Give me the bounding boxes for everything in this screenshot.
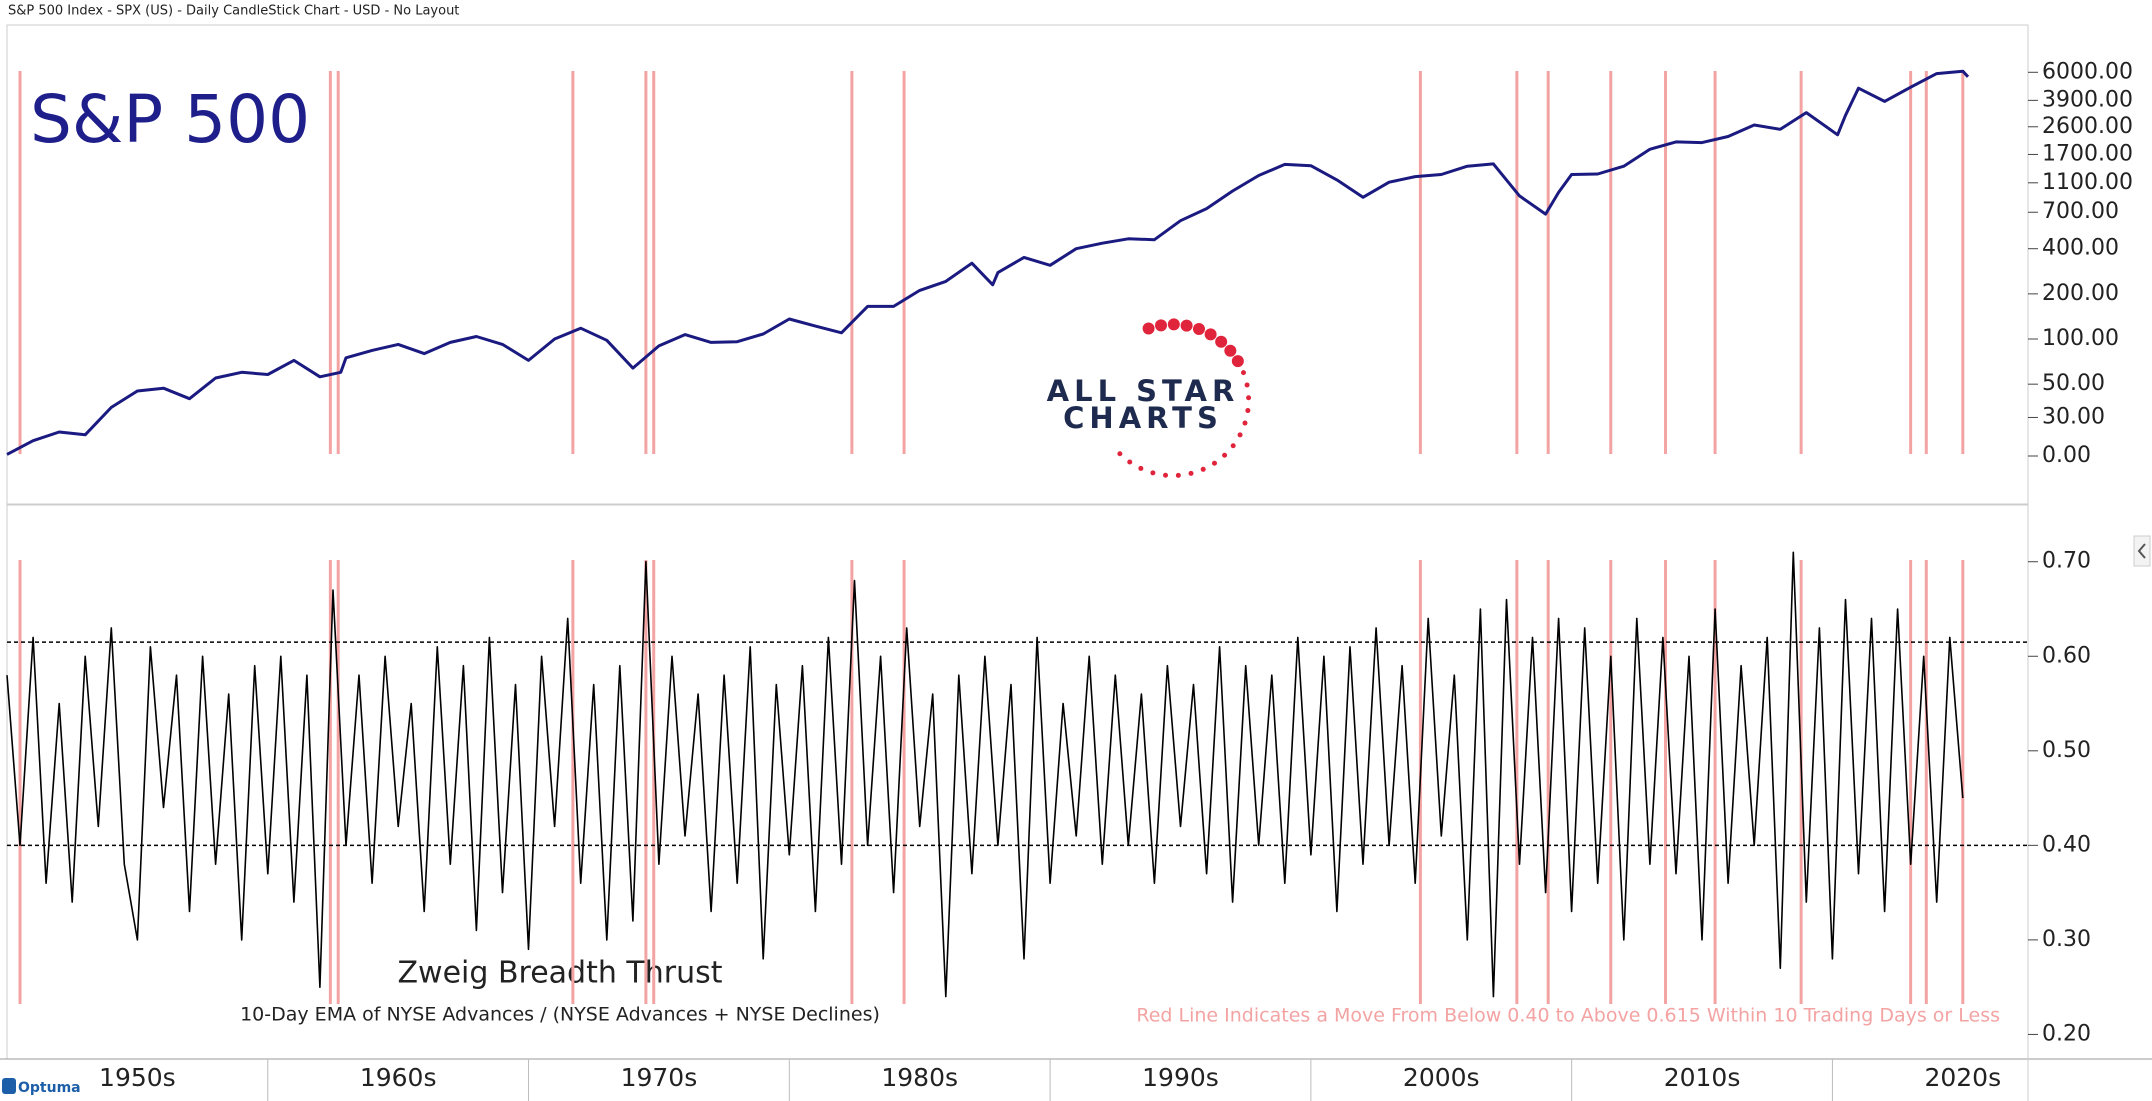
logo-star bbox=[1244, 382, 1250, 388]
logo-line1: ALL STAR bbox=[1047, 374, 1240, 408]
logo-stars bbox=[1117, 318, 1252, 478]
collapse-button-bg[interactable] bbox=[2133, 535, 2151, 567]
y-tick-label: 0.40 bbox=[2042, 832, 2091, 857]
logo-star bbox=[1138, 465, 1144, 471]
logo-star bbox=[1215, 335, 1228, 348]
logo-star bbox=[1245, 408, 1251, 414]
x-tick-label: 2000s bbox=[1403, 1063, 1480, 1092]
y-tick-label: 100.00 bbox=[2042, 326, 2119, 351]
logo-star bbox=[1163, 472, 1169, 478]
x-tick-label: 1970s bbox=[621, 1063, 698, 1092]
y-tick-label: 3900.00 bbox=[2042, 87, 2133, 112]
logo-star bbox=[1242, 420, 1248, 426]
collapse-arrow[interactable] bbox=[2137, 543, 2146, 559]
logo-star bbox=[1222, 452, 1228, 458]
y-tick-label: 400.00 bbox=[2042, 236, 2119, 261]
y-tick-label: 0.30 bbox=[2042, 927, 2091, 952]
data-line bbox=[6, 69, 1970, 456]
y-tick-label: 200.00 bbox=[2042, 281, 2119, 306]
y-tick-label: 0.00 bbox=[2042, 443, 2091, 468]
logo-star bbox=[1231, 355, 1244, 368]
data-line bbox=[6, 551, 1964, 998]
logo-star bbox=[1167, 318, 1180, 331]
logo-star bbox=[1150, 470, 1156, 476]
lower-title: Zweig Breadth Thrust bbox=[398, 956, 723, 991]
logo-star bbox=[1246, 395, 1252, 401]
logo-star bbox=[1211, 460, 1217, 466]
logo-star bbox=[1175, 472, 1181, 478]
logo-star bbox=[1142, 322, 1155, 335]
logo-star bbox=[1224, 344, 1237, 357]
x-tick-label: 1980s bbox=[881, 1063, 958, 1092]
window-header: S&P 500 Index - SPX (US) - Daily CandleS… bbox=[8, 4, 459, 19]
brand-icon bbox=[2, 1078, 16, 1094]
x-tick-label: 2010s bbox=[1664, 1063, 1741, 1092]
x-tick-label: 1960s bbox=[360, 1063, 437, 1092]
x-tick-label: 2020s bbox=[1924, 1063, 2001, 1092]
y-tick-label: 0.70 bbox=[2042, 549, 2091, 574]
logo-star bbox=[1188, 470, 1194, 476]
y-tick-label: 1700.00 bbox=[2042, 141, 2133, 166]
y-tick-label: 0.50 bbox=[2042, 738, 2091, 763]
collapse-button[interactable] bbox=[2133, 535, 2151, 567]
y-tick-label: 1100.00 bbox=[2042, 170, 2133, 195]
brand: Optuma bbox=[18, 1080, 81, 1096]
logo-star bbox=[1230, 443, 1236, 449]
annotation: Red Line Indicates a Move From Below 0.4… bbox=[1136, 1005, 2000, 1027]
logo-star bbox=[1240, 370, 1246, 376]
y-tick-label: 0.60 bbox=[2042, 643, 2091, 668]
logo: ALL STAR CHARTS bbox=[1047, 318, 1252, 478]
logo-star bbox=[1180, 319, 1193, 332]
y-tick-label: 0.20 bbox=[2042, 1021, 2091, 1046]
logo-star bbox=[1204, 328, 1217, 341]
x-tick-label: 1990s bbox=[1142, 1063, 1219, 1092]
logo-line2: CHARTS bbox=[1063, 401, 1223, 435]
y-tick-label: 30.00 bbox=[2042, 404, 2105, 429]
y-tick-label: 6000.00 bbox=[2042, 59, 2133, 84]
y-tick-label: 50.00 bbox=[2042, 371, 2105, 396]
y-tick-label: 700.00 bbox=[2042, 199, 2119, 224]
logo-star bbox=[1200, 466, 1206, 472]
y-tick-label: 2600.00 bbox=[2042, 114, 2133, 139]
x-tick-label: 1950s bbox=[99, 1063, 176, 1092]
logo-star bbox=[1237, 432, 1243, 438]
logo-star bbox=[1117, 451, 1123, 457]
logo-star bbox=[1127, 459, 1133, 465]
logo-star bbox=[1155, 319, 1168, 332]
lower-subtitle: 10-Day EMA of NYSE Advances / (NYSE Adva… bbox=[240, 1004, 880, 1026]
upper-title: S&P 500 bbox=[30, 81, 310, 158]
logo-star bbox=[1192, 323, 1205, 336]
